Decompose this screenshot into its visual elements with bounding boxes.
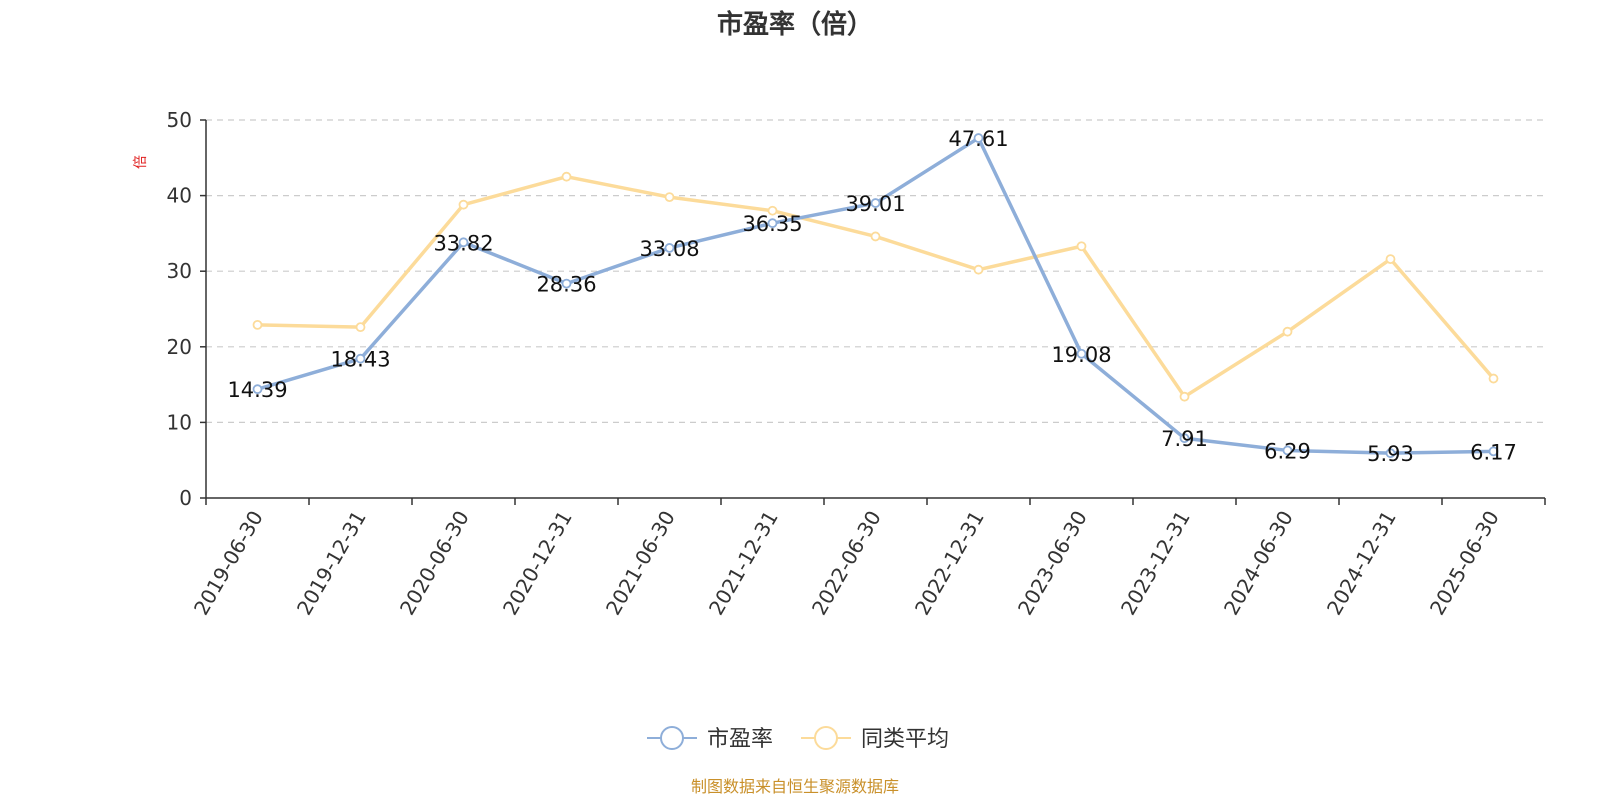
x-tick-label: 2023-12-31 xyxy=(1116,507,1195,620)
data-label: 18.43 xyxy=(330,348,390,372)
data-label: 47.61 xyxy=(948,127,1008,151)
data-label: 5.93 xyxy=(1367,442,1414,466)
data-point[interactable] xyxy=(458,237,469,248)
data-point[interactable] xyxy=(1385,448,1396,459)
data-point[interactable] xyxy=(1488,446,1499,457)
data-point[interactable] xyxy=(1385,254,1396,265)
data-point[interactable] xyxy=(973,133,984,143)
data-point[interactable] xyxy=(664,192,675,203)
data-point[interactable] xyxy=(767,205,778,216)
x-tick-label: 2021-06-30 xyxy=(601,507,680,620)
data-point[interactable] xyxy=(1282,445,1293,456)
legend-marker-icon xyxy=(814,726,838,750)
data-point[interactable] xyxy=(767,218,778,229)
data-label: 28.36 xyxy=(536,273,596,297)
grid-lines xyxy=(206,119,1545,423)
data-point[interactable] xyxy=(355,322,366,333)
chart-title: 市盈率（倍） xyxy=(717,9,873,40)
x-tick-label: 2019-12-31 xyxy=(292,507,371,620)
x-tick-label: 2020-12-31 xyxy=(498,507,577,620)
data-label: 6.17 xyxy=(1470,440,1517,464)
data-point[interactable] xyxy=(1179,391,1190,402)
y-axis-unit-label: 倍 xyxy=(133,155,149,169)
y-tick-label: 30 xyxy=(167,259,192,283)
x-tick-label: 2022-06-30 xyxy=(807,507,886,620)
data-label: 14.39 xyxy=(227,378,287,402)
data-label: 19.08 xyxy=(1051,343,1111,367)
legend-label: 同类平均 xyxy=(861,727,949,752)
data-point[interactable] xyxy=(870,231,881,242)
data-point[interactable] xyxy=(973,264,984,275)
source-note: 制图数据来自恒生聚源数据库 xyxy=(691,777,899,796)
legend-marker-icon xyxy=(660,726,684,750)
data-point[interactable] xyxy=(1076,241,1087,252)
series-lines xyxy=(252,133,1499,459)
y-tick-label: 0 xyxy=(179,486,192,510)
data-labels: 14.39 18.43 33.82 28.36 33.08 36.35 39.01 47.61… xyxy=(227,127,1516,466)
x-tick-label: 2021-12-31 xyxy=(704,507,783,620)
data-point[interactable] xyxy=(1282,326,1293,337)
data-point[interactable] xyxy=(561,278,572,289)
data-point[interactable] xyxy=(458,199,469,210)
y-tick-label: 10 xyxy=(167,410,192,434)
data-point[interactable] xyxy=(252,319,263,330)
data-point[interactable] xyxy=(1488,373,1499,384)
legend[interactable]: 市盈率 同类平均 xyxy=(647,726,949,752)
x-tick-label: 2024-12-31 xyxy=(1322,507,1401,620)
legend-label: 市盈率 xyxy=(707,727,773,752)
data-label: 36.35 xyxy=(742,212,802,236)
data-point[interactable] xyxy=(870,198,881,208)
x-tick-label: 2019-06-30 xyxy=(189,507,268,620)
legend-item[interactable]: 市盈率 xyxy=(647,726,773,752)
data-label: 33.08 xyxy=(639,237,699,261)
data-point[interactable] xyxy=(561,171,572,182)
x-tick-label: 2025-06-30 xyxy=(1425,507,1504,620)
data-point[interactable] xyxy=(664,243,675,253)
x-tick-label: 2020-06-30 xyxy=(395,507,474,620)
x-tick-label: 2024-06-30 xyxy=(1219,507,1298,620)
data-point[interactable] xyxy=(355,353,366,364)
y-tick-label: 50 xyxy=(167,108,192,132)
data-point[interactable] xyxy=(1076,348,1087,359)
data-label: 7.91 xyxy=(1161,427,1208,451)
y-tick-label: 40 xyxy=(167,184,192,208)
y-tick-label: 20 xyxy=(167,335,192,359)
x-tick-label: 2023-06-30 xyxy=(1013,507,1092,620)
legend-item[interactable]: 同类平均 xyxy=(801,726,949,752)
series-line xyxy=(257,136,1494,455)
data-point[interactable] xyxy=(252,384,263,395)
data-point[interactable] xyxy=(1179,433,1190,444)
data-label: 33.82 xyxy=(433,231,493,255)
x-tick-label: 2022-12-31 xyxy=(910,507,989,620)
data-label: 6.29 xyxy=(1264,439,1311,463)
data-label: 39.01 xyxy=(845,192,905,216)
